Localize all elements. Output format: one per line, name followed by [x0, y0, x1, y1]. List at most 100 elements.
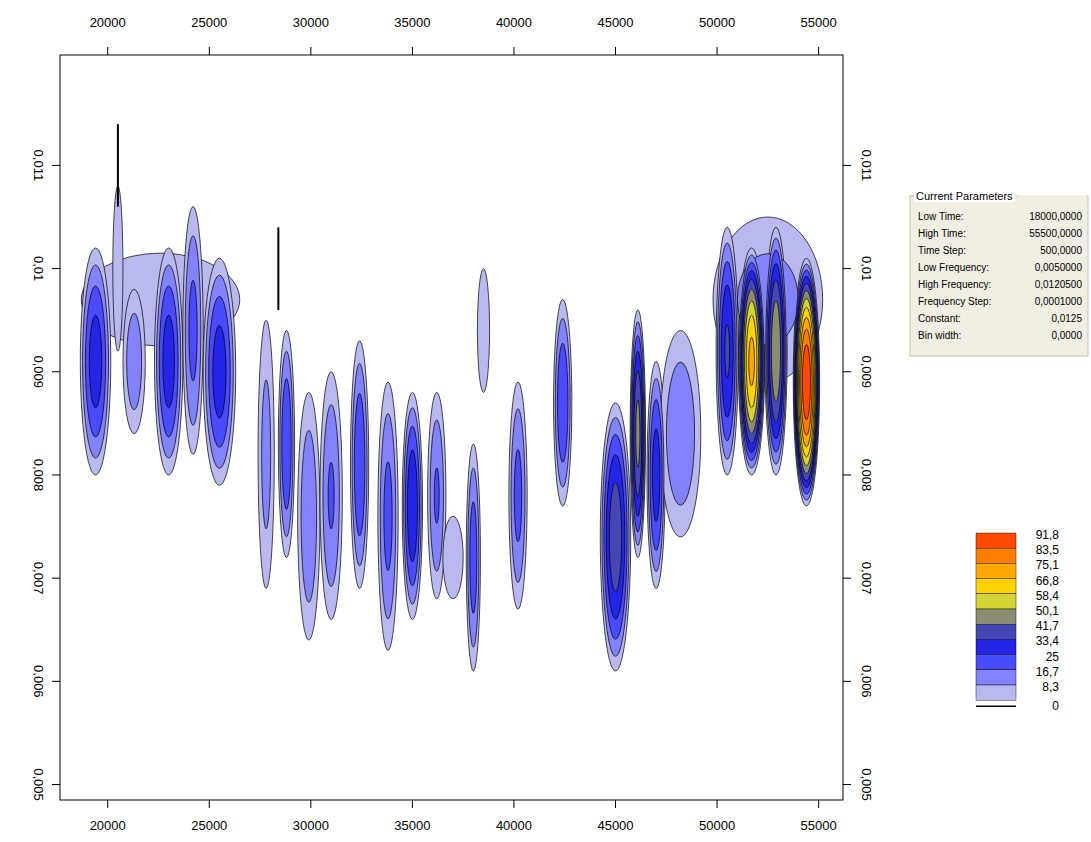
- plot-area: [80, 124, 822, 671]
- contour-band: [514, 449, 521, 541]
- contour-band: [328, 462, 334, 529]
- parameter-value: 0,0050000: [1035, 262, 1083, 273]
- contour-band: [262, 380, 271, 529]
- contour-band: [320, 372, 342, 620]
- contour-band: [606, 455, 625, 619]
- y-tick-label: 0,01: [859, 256, 874, 281]
- colorbar-swatch: [976, 609, 1016, 624]
- contour-band: [768, 264, 784, 439]
- x-tick-label: 45000: [597, 818, 633, 833]
- contour-band: [666, 362, 694, 505]
- y-tick-label: 0,007: [859, 562, 874, 595]
- contour-band: [652, 429, 659, 522]
- contour-band: [301, 430, 316, 602]
- contour-band: [609, 482, 621, 591]
- contour-band: [794, 270, 818, 494]
- contour-band: [770, 280, 783, 423]
- contour-band: [796, 283, 817, 481]
- contour-band: [378, 382, 398, 650]
- x-tick-label: 50000: [699, 15, 735, 30]
- x-tick: [513, 800, 514, 808]
- contour-band: [298, 392, 320, 640]
- y-tick: [843, 578, 851, 579]
- parameter-label: High Frequency:: [918, 279, 991, 290]
- contour-line: [277, 227, 279, 310]
- contour-band: [89, 315, 101, 408]
- contour-band: [350, 341, 368, 589]
- contour-band: [801, 329, 812, 435]
- x-tick-label: 55000: [801, 818, 837, 833]
- colorbar-label: 91,8: [1036, 528, 1060, 542]
- y-tick: [52, 268, 60, 269]
- x-tick: [818, 47, 819, 55]
- y-tick: [52, 784, 60, 785]
- colorbar-swatch: [976, 639, 1016, 654]
- contour-band: [278, 331, 294, 558]
- contour-band: [213, 325, 226, 418]
- contour-band: [771, 301, 780, 402]
- contour-band: [802, 344, 810, 419]
- parameter-label: Bin width:: [918, 330, 961, 341]
- colorbar-label: 25: [1046, 650, 1060, 664]
- x-tick: [818, 800, 819, 808]
- x-tick: [412, 47, 413, 55]
- colorbar-swatch: [976, 655, 1016, 670]
- contour-band: [189, 280, 197, 381]
- contour-band: [798, 307, 814, 457]
- contour-band: [430, 420, 443, 571]
- contour-band: [209, 296, 231, 447]
- x-tick: [717, 800, 718, 808]
- contour-band: [555, 318, 570, 487]
- contour-band: [384, 462, 392, 571]
- y-tick: [52, 474, 60, 475]
- contour-band: [766, 238, 786, 464]
- contour-band: [203, 258, 235, 485]
- x-tick-label: 35000: [394, 15, 430, 30]
- contour-band: [630, 310, 645, 558]
- colorbar-label: 58,4: [1036, 589, 1060, 603]
- contour-band: [380, 414, 396, 619]
- colorbar-label: 0: [1052, 699, 1059, 713]
- contour-line: [117, 124, 119, 207]
- y-tick: [843, 784, 851, 785]
- x-tick-label: 40000: [496, 818, 532, 833]
- contour-band: [721, 285, 733, 417]
- contour-band: [185, 236, 201, 425]
- colorbar-label: 66,8: [1036, 574, 1060, 588]
- contour-band: [795, 276, 818, 487]
- colorbar-swatch: [976, 548, 1016, 563]
- colorbar-label: 75,1: [1036, 558, 1060, 572]
- panel-edge: [910, 196, 914, 197]
- parameter-value: 500,0000: [1040, 245, 1082, 256]
- colorbar-swatch: [976, 624, 1016, 639]
- y-tick-label: 0,008: [859, 459, 874, 492]
- contour-band: [794, 264, 819, 500]
- parameter-label: Low Frequency:: [918, 262, 989, 273]
- colorbar-swatch: [976, 594, 1016, 609]
- parameters-title: Current Parameters: [916, 190, 1013, 202]
- contour-band: [739, 255, 764, 468]
- colorbar-swatch: [976, 533, 1016, 548]
- y-tick-label: 0,006: [859, 665, 874, 698]
- contour-band: [206, 275, 234, 468]
- contour-band: [509, 382, 527, 609]
- contour-band: [113, 186, 123, 351]
- x-tick: [209, 800, 210, 808]
- contour-band: [631, 322, 645, 546]
- x-tick-label: 25000: [191, 818, 227, 833]
- y-tick-label: 0,008: [31, 459, 46, 492]
- colorbar-swatch: [976, 563, 1016, 578]
- colorbar-label: 83,5: [1036, 543, 1060, 557]
- contour-band: [280, 351, 293, 537]
- contour-band: [468, 468, 479, 647]
- y-tick-label: 0,009: [859, 356, 874, 389]
- y-tick: [52, 578, 60, 579]
- parameter-label: Constant:: [918, 313, 961, 324]
- x-tick: [615, 47, 616, 55]
- contour-band: [717, 243, 737, 459]
- colorbar-label: 8,3: [1042, 680, 1059, 694]
- contour-band: [159, 286, 178, 437]
- x-tick: [310, 800, 311, 808]
- contour-band: [154, 248, 182, 475]
- contour-band: [632, 335, 644, 531]
